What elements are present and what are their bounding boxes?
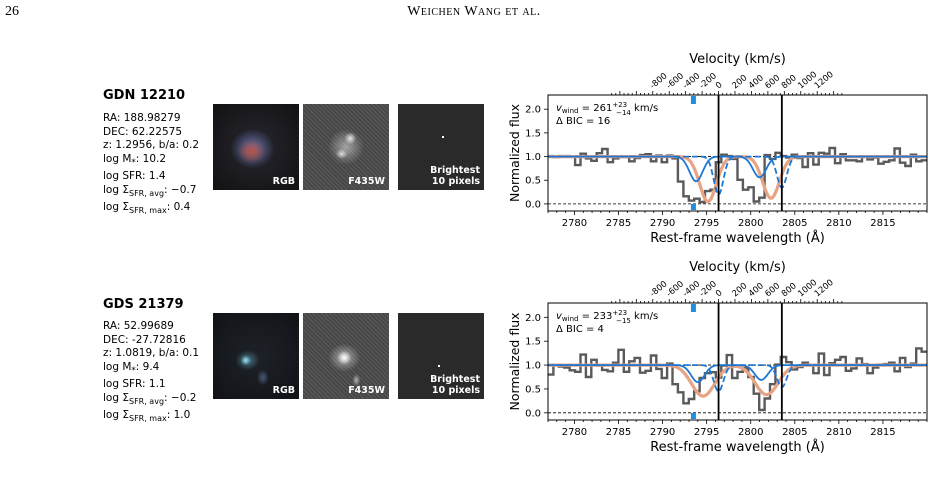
y-tick-label: 0.5 bbox=[525, 176, 541, 187]
x-tick-label: 2790 bbox=[650, 427, 675, 438]
brightest-label: Brightest 10 pixels bbox=[430, 374, 480, 396]
x-tick-label: 2810 bbox=[826, 427, 851, 438]
x-tick-label: 2810 bbox=[826, 218, 851, 229]
ra-line: RA: 52.99689 bbox=[103, 320, 174, 332]
plot-frame bbox=[547, 302, 928, 421]
wind-marker-bottom bbox=[690, 204, 696, 210]
rgb-label: RGB bbox=[272, 385, 295, 396]
y-tick-label: 1.5 bbox=[525, 337, 541, 348]
rgb-image: RGB bbox=[213, 104, 299, 190]
object-name: GDS 21379 bbox=[103, 297, 184, 312]
properties-list: RA: 188.98279 DEC: 62.22575 z: 1.2956, b… bbox=[103, 112, 199, 217]
plot-area bbox=[548, 303, 927, 420]
delta-bic-annotation: Δ BIC = 16 bbox=[556, 116, 610, 127]
properties-list: RA: 52.99689 DEC: -27.72816 z: 1.0819, b… bbox=[103, 320, 199, 425]
sigma-avg-line: log ΣSFR, avg: −0.2 bbox=[103, 392, 197, 407]
x-tick-label: 2795 bbox=[694, 218, 719, 229]
x-tick-label: 2805 bbox=[782, 218, 807, 229]
x-tick-label: 2785 bbox=[606, 427, 631, 438]
x-axis-label: Rest-frame wavelength (Å) bbox=[650, 230, 825, 246]
running-head: Weichen Wang et al. bbox=[407, 4, 541, 19]
systemic-component-curve bbox=[548, 155, 927, 197]
plot-frame bbox=[547, 94, 928, 212]
y-axis-label: Normalized flux bbox=[507, 104, 522, 202]
x-tick-label: 2785 bbox=[606, 218, 631, 229]
f435w-label: F435W bbox=[348, 385, 385, 396]
y-tick-label: 1.0 bbox=[525, 361, 541, 372]
redshift-line: z: 1.2956, b/a: 0.2 bbox=[103, 139, 200, 152]
mass-line: log M*: 9.4 bbox=[103, 360, 160, 376]
sfr-line: log SFR: 1.1 bbox=[103, 378, 166, 391]
x-tick-label: 2790 bbox=[650, 218, 675, 229]
redshift-line: z: 1.0819, b/a: 0.1 bbox=[103, 347, 200, 360]
velocity-tick-label: 400 bbox=[747, 281, 766, 299]
dec-line: DEC: 62.22575 bbox=[103, 125, 183, 138]
rgb-label: RGB bbox=[272, 176, 295, 187]
velocity-tick-label: 0 bbox=[714, 80, 725, 91]
x-tick-label: 2780 bbox=[562, 427, 587, 438]
vwind-annotation: vwind = 261+23 −14 km/s bbox=[556, 101, 658, 117]
sigma-max-line: log ΣSFR, max: 1.0 bbox=[103, 408, 191, 423]
flux-spectrum-series bbox=[548, 347, 927, 412]
wind-marker-top bbox=[690, 96, 696, 104]
brightest-label: Brightest 10 pixels bbox=[430, 165, 480, 187]
velocity-tick-label: 1200 bbox=[813, 278, 836, 300]
velocity-axis-label: Velocity (km/s) bbox=[689, 260, 786, 275]
rgb-image: RGB bbox=[213, 313, 299, 399]
velocity-tick-label: 200 bbox=[730, 281, 749, 299]
mass-line: log M*: 10.2 bbox=[103, 152, 167, 168]
plot-area bbox=[548, 95, 927, 211]
velocity-tick-label: 800 bbox=[780, 281, 799, 299]
object-name: GDN 12210 bbox=[103, 88, 186, 103]
wind-marker-bottom bbox=[690, 413, 696, 419]
brightest-pixels-image: Brightest 10 pixels bbox=[398, 313, 484, 399]
velocity-tick-label: 0 bbox=[714, 288, 725, 299]
x-tick-label: 2815 bbox=[870, 218, 895, 229]
x-tick-label: 2805 bbox=[782, 427, 807, 438]
page-number: 26 bbox=[5, 4, 19, 19]
f435w-image: F435W bbox=[303, 313, 389, 399]
y-axis-label: Normalized flux bbox=[507, 312, 522, 410]
velocity-tick-label: 600 bbox=[763, 281, 782, 299]
f435w-label: F435W bbox=[348, 176, 385, 187]
x-axis-label: Rest-frame wavelength (Å) bbox=[650, 439, 825, 455]
ra-line: RA: 188.98279 bbox=[103, 112, 181, 124]
bright-pixel-dot bbox=[438, 365, 440, 367]
x-tick-label: 2795 bbox=[694, 427, 719, 438]
x-tick-label: 2780 bbox=[562, 218, 587, 229]
bright-pixel-dot bbox=[442, 136, 444, 138]
sfr-line: log SFR: 1.4 bbox=[103, 170, 166, 183]
y-tick-label: 2.0 bbox=[525, 105, 541, 116]
x-tick-label: 2800 bbox=[738, 427, 763, 438]
y-tick-label: 0.5 bbox=[525, 384, 541, 395]
sigma-avg-line: log ΣSFR, avg: −0.7 bbox=[103, 184, 197, 199]
sigma-max-line: log ΣSFR, max: 0.4 bbox=[103, 200, 191, 215]
delta-bic-annotation: Δ BIC = 4 bbox=[556, 324, 604, 335]
y-tick-label: 1.5 bbox=[525, 128, 541, 139]
vwind-annotation: vwind = 233+23 −15 km/s bbox=[556, 309, 658, 325]
y-tick-label: 1.0 bbox=[525, 152, 541, 163]
y-tick-label: 2.0 bbox=[525, 313, 541, 324]
x-tick-label: 2800 bbox=[738, 218, 763, 229]
f435w-image: F435W bbox=[303, 104, 389, 190]
y-tick-label: 0.0 bbox=[525, 408, 541, 419]
velocity-axis-label: Velocity (km/s) bbox=[689, 52, 786, 67]
wind-marker-top bbox=[690, 304, 696, 312]
brightest-pixels-image: Brightest 10 pixels bbox=[398, 104, 484, 190]
dec-line: DEC: -27.72816 bbox=[103, 333, 186, 346]
x-tick-label: 2815 bbox=[870, 427, 895, 438]
systemic-component-curve bbox=[548, 364, 927, 393]
y-tick-label: 0.0 bbox=[525, 199, 541, 210]
